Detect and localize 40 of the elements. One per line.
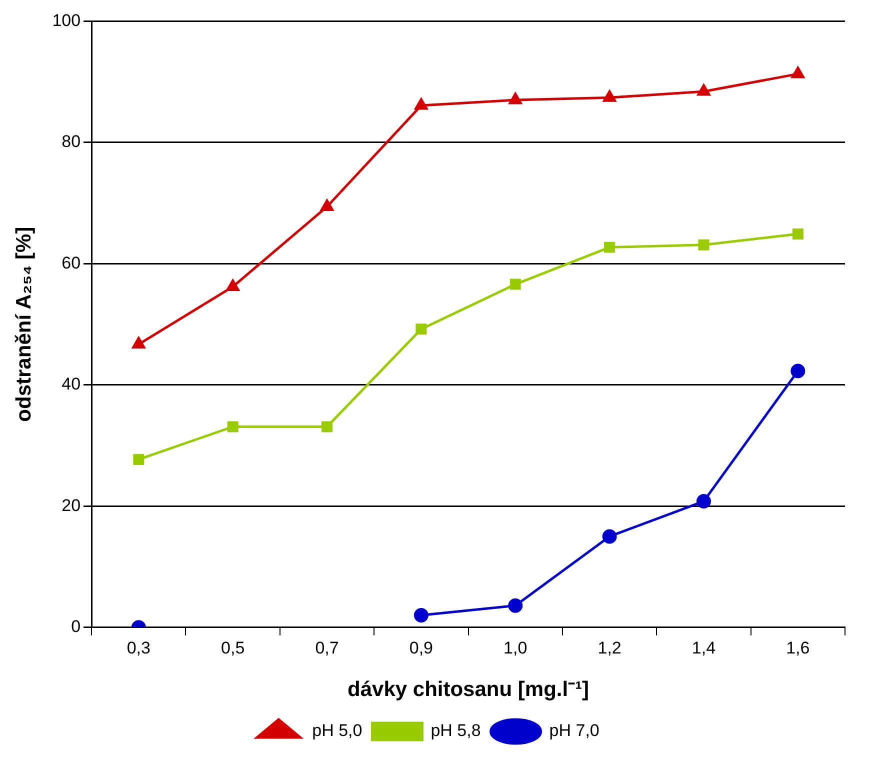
point — [226, 279, 240, 291]
x-tick-label: 1,0 — [504, 638, 528, 658]
point — [696, 494, 711, 509]
point — [508, 598, 523, 613]
y-tick-label: 100 — [52, 10, 81, 30]
point — [603, 90, 616, 102]
legend-label: pH 7,0 — [549, 721, 600, 740]
point — [602, 529, 617, 544]
point — [698, 239, 710, 250]
x-axis-title: dávky chitosanu [mg.l⁻¹] — [348, 678, 590, 702]
point — [791, 66, 804, 78]
point — [792, 228, 804, 240]
point — [697, 84, 710, 96]
legend-label: pH 5,8 — [430, 721, 481, 740]
point — [320, 199, 334, 211]
point — [132, 337, 146, 349]
y-tick-label: 40 — [62, 374, 81, 394]
legend-label: pH 5,0 — [312, 721, 362, 740]
x-tick-label: 0,5 — [221, 638, 245, 658]
x-tick-label: 1,4 — [692, 638, 716, 658]
y-axis-title: odstranění A₂₅₄ [%] — [12, 226, 36, 422]
point — [510, 278, 521, 290]
point — [508, 92, 522, 104]
point — [322, 421, 333, 432]
point — [133, 454, 144, 465]
y-tick-label: 60 — [62, 253, 81, 272]
y-tick-label: 80 — [62, 132, 81, 152]
x-tick-label: 1,2 — [598, 638, 622, 658]
point — [227, 421, 238, 432]
y-tick-label: 20 — [62, 496, 81, 515]
x-tick-label: 0,3 — [126, 638, 150, 658]
x-tick-label: 0,9 — [409, 638, 434, 658]
point — [416, 324, 427, 335]
point — [604, 242, 616, 253]
point — [790, 364, 806, 378]
y-tick-label: 0 — [71, 617, 81, 636]
x-tick-label: 0,7 — [315, 638, 339, 658]
point — [414, 608, 428, 623]
point — [414, 98, 428, 110]
x-tick-label: 1,6 — [786, 638, 810, 658]
